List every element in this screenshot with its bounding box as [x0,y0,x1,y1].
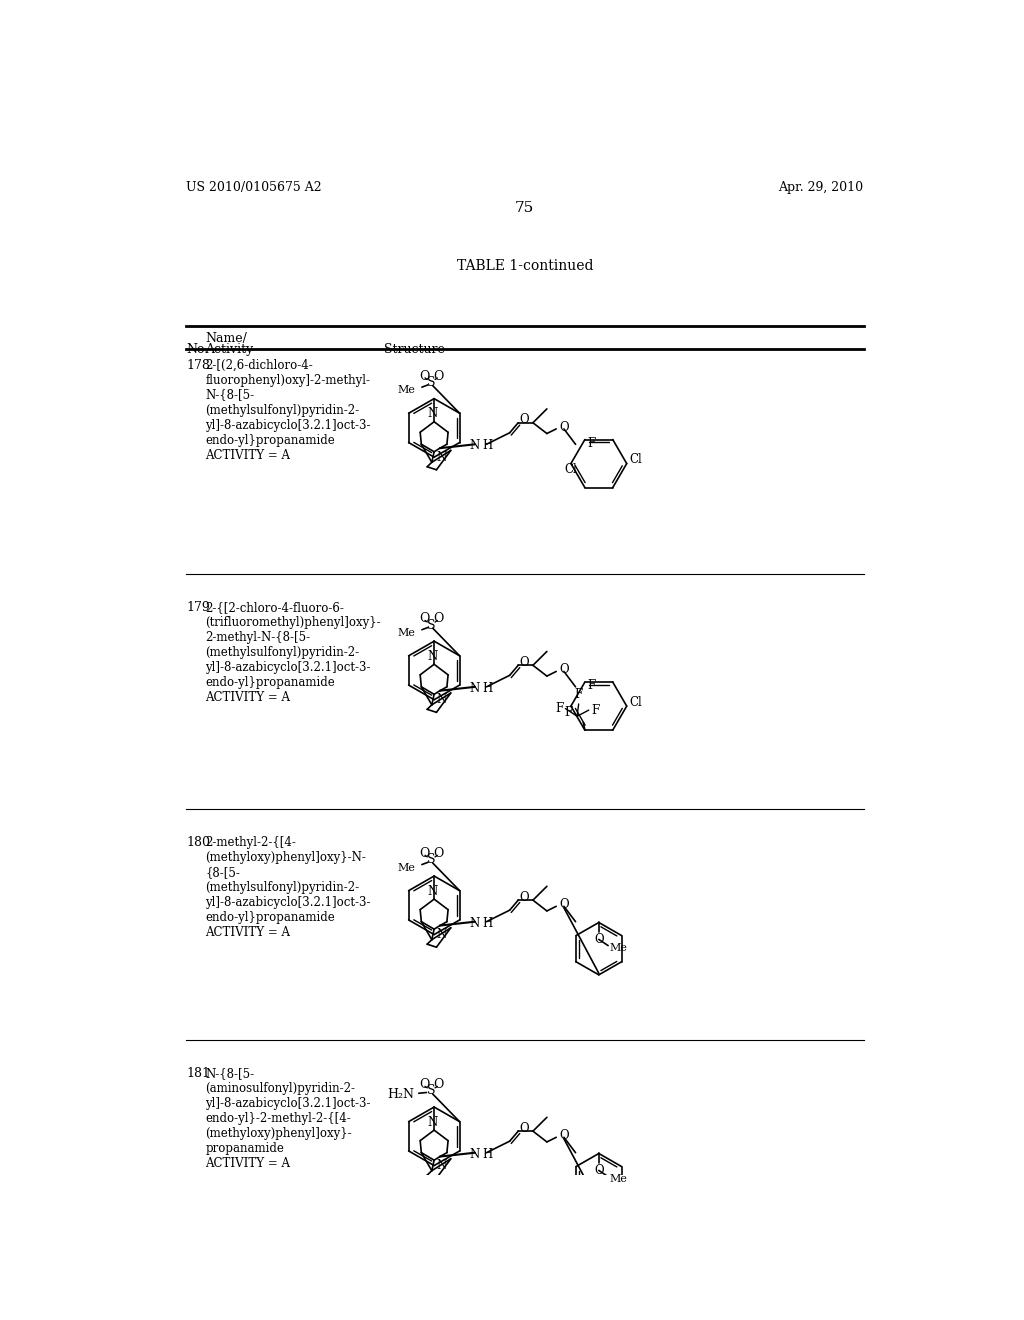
Text: H: H [482,440,493,453]
Text: F: F [591,704,599,717]
Text: N: N [427,407,437,420]
Text: Me: Me [397,385,416,395]
Text: H: H [482,1148,493,1160]
Text: 181: 181 [186,1067,210,1080]
Text: N: N [427,649,437,663]
Text: Cl: Cl [629,696,642,709]
Text: Cl: Cl [629,453,642,466]
Text: No.: No. [186,343,208,356]
Text: O: O [559,899,569,911]
Text: Activity: Activity [206,343,254,356]
Text: O: O [520,656,529,669]
Text: N: N [427,1115,437,1129]
Text: TABLE 1-continued: TABLE 1-continued [457,259,593,272]
Text: N: N [436,693,446,706]
Text: H: H [482,682,493,694]
Text: O: O [594,1164,603,1177]
Text: Me: Me [397,628,416,638]
Text: N: N [436,450,446,463]
Text: N: N [436,1159,446,1172]
Text: O: O [419,847,429,861]
Text: N: N [470,1148,480,1160]
Text: O: O [433,1078,443,1092]
Text: O: O [559,1130,569,1142]
Text: S: S [427,854,435,866]
Text: Me: Me [609,942,628,953]
Text: N: N [427,884,437,898]
Text: F: F [587,680,595,693]
Text: N: N [470,682,480,694]
Text: Me: Me [397,863,416,873]
Text: 2-methyl-2-{[4-
(methyloxy)phenyl]oxy}-N-
{8-[5-
(methylsulfonyl)pyridin-2-
yl]-: 2-methyl-2-{[4- (methyloxy)phenyl]oxy}-N… [206,836,371,939]
Text: O: O [520,1122,529,1135]
Text: F: F [555,702,563,715]
Text: N: N [470,440,480,453]
Text: O: O [433,612,443,626]
Text: O: O [594,933,603,946]
Text: S: S [427,619,435,631]
Text: Cl: Cl [564,463,578,477]
Text: Apr. 29, 2010: Apr. 29, 2010 [778,181,863,194]
Text: O: O [419,1078,429,1092]
Text: N: N [436,928,446,941]
Text: Structure: Structure [384,343,444,356]
Text: 179: 179 [186,601,210,614]
Text: O: O [559,664,569,676]
Text: N: N [470,917,480,929]
Text: US 2010/0105675 A2: US 2010/0105675 A2 [186,181,322,194]
Text: 2-[(2,6-dichloro-4-
fluorophenyl)oxy]-2-methyl-
N-{8-[5-
(methylsulfonyl)pyridin: 2-[(2,6-dichloro-4- fluorophenyl)oxy]-2-… [206,359,371,462]
Text: 180: 180 [186,836,210,849]
Text: 178: 178 [186,359,210,372]
Text: Me: Me [609,1173,628,1184]
Text: S: S [427,1085,435,1097]
Text: Name/: Name/ [206,333,248,346]
Text: F: F [587,437,595,450]
Text: 75: 75 [515,201,535,215]
Text: H₂N: H₂N [387,1088,414,1101]
Text: 2-{[2-chloro-4-fluoro-6-
(trifluoromethyl)phenyl]oxy}-
2-methyl-N-{8-[5-
(methyl: 2-{[2-chloro-4-fluoro-6- (trifluoromethy… [206,601,381,704]
Text: H: H [482,917,493,929]
Text: N-{8-[5-
(aminosulfonyl)pyridin-2-
yl]-8-azabicyclo[3.2.1]oct-3-
endo-yl}-2-meth: N-{8-[5- (aminosulfonyl)pyridin-2- yl]-8… [206,1067,371,1170]
Text: O: O [559,421,569,434]
Text: O: O [419,612,429,626]
Text: O: O [520,413,529,426]
Text: S: S [427,376,435,389]
Text: O: O [419,370,429,383]
Text: O: O [520,891,529,904]
Text: F: F [564,706,573,719]
Text: F: F [574,688,583,701]
Text: O: O [433,370,443,383]
Text: O: O [433,847,443,861]
